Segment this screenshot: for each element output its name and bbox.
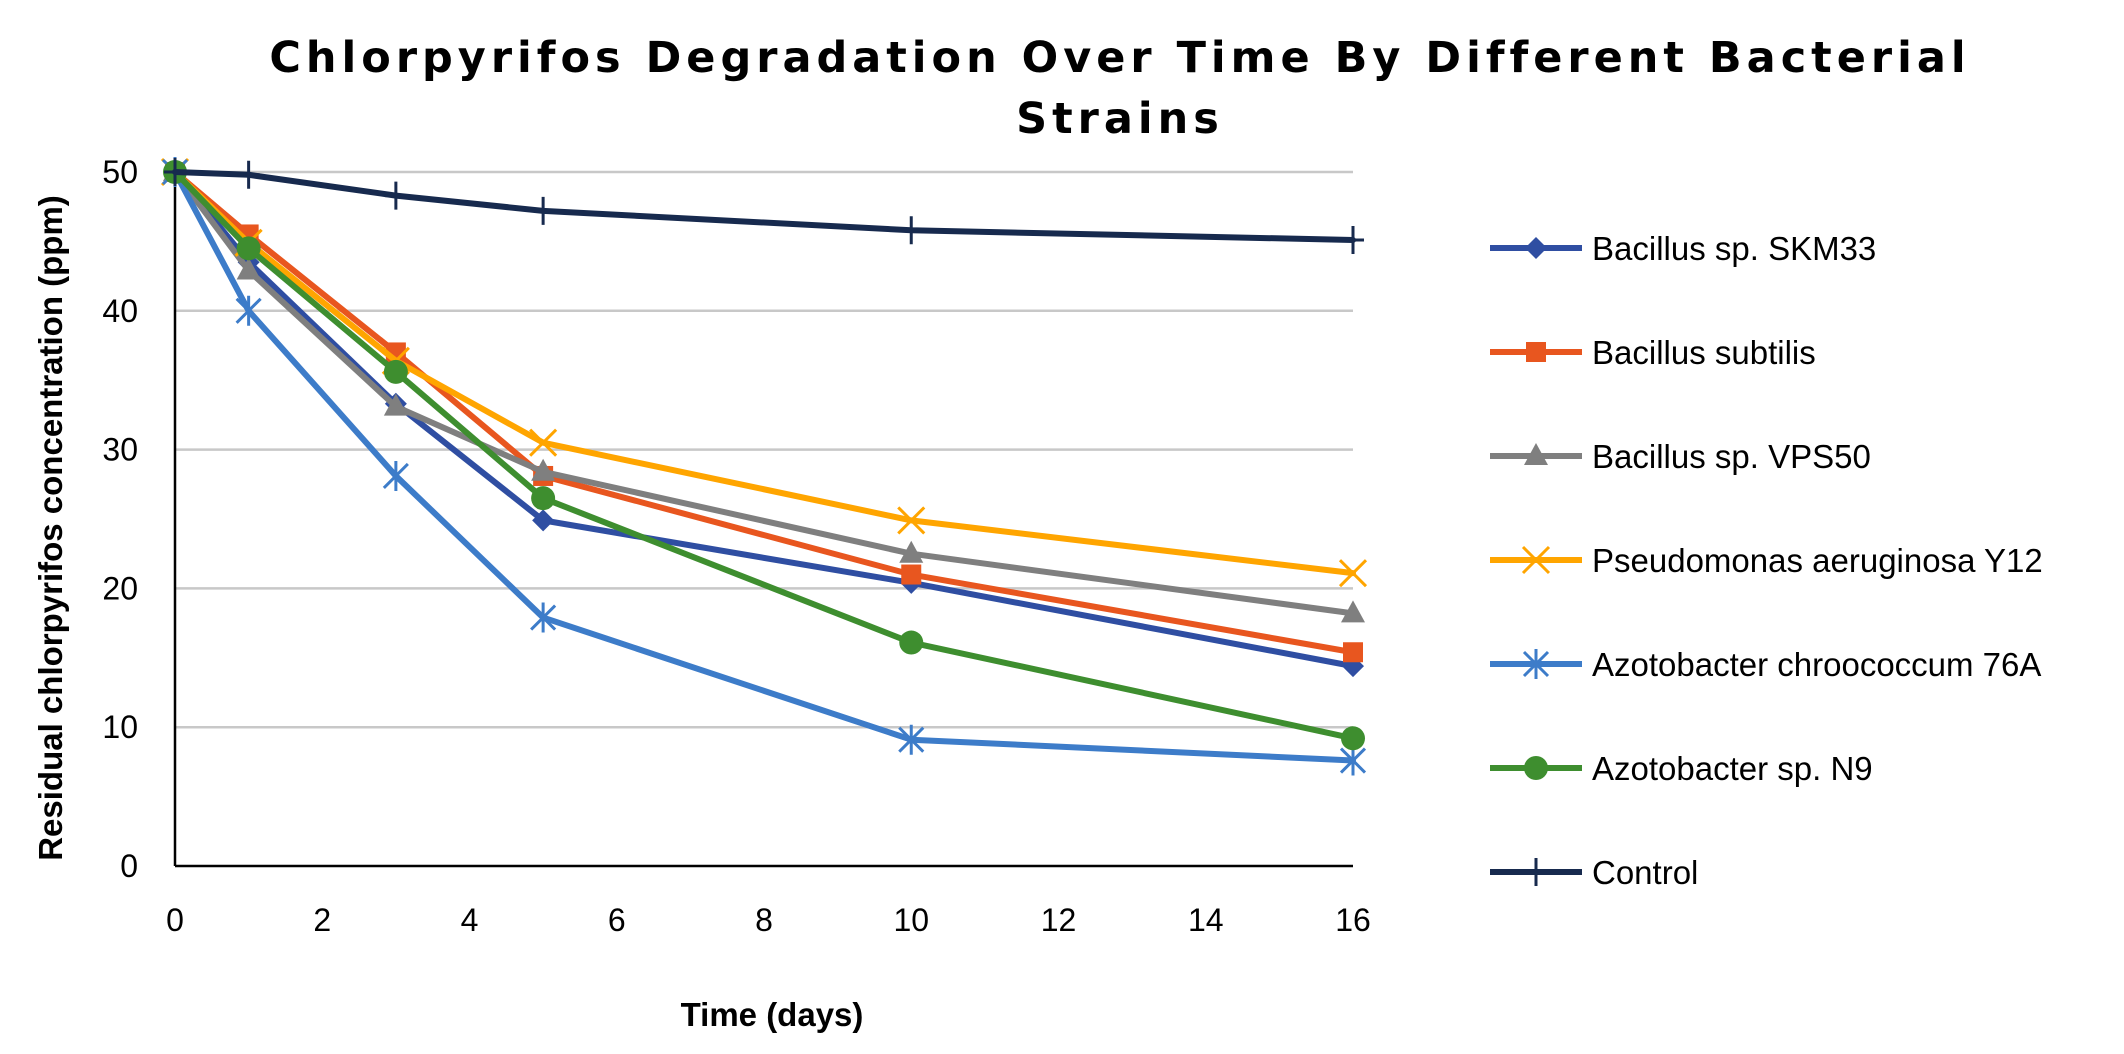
- point-azotobacter-chroococcum-76a-5: [530, 602, 557, 633]
- point-bacillus-sp-vps50-3: [383, 393, 408, 416]
- legend-marker-bacillus-subtilis: [1526, 342, 1546, 362]
- legend-marker-azotobacter-chroococcum-76a: [1522, 649, 1550, 679]
- chart-title-line-1: Chlorpyrifos Degradation Over Time By Di…: [269, 33, 1970, 83]
- point-azotobacter-chroococcum-76a-16: [1339, 745, 1367, 776]
- point-azotobacter-chroococcum-76a-10: [898, 724, 925, 755]
- legend-item-bacillus-sp-vps50: Bacillus sp. VPS50: [1490, 438, 1871, 475]
- point-azotobacter-sp-n9-10: [899, 630, 924, 655]
- point-azotobacter-chroococcum-76a-1: [235, 295, 262, 326]
- series-line-bacillus-subtilis: [172, 169, 1356, 656]
- point-azotobacter-chroococcum-76a-3: [382, 460, 409, 491]
- legend-label-azotobacter-chroococcum-76a: Azotobacter chroococcum 76A: [1592, 646, 2041, 683]
- x-tick-2: 2: [313, 902, 331, 938]
- x-tick-labels: 0 2 4 6 8 10 12 14 16: [166, 902, 1371, 938]
- y-tick-40: 40: [102, 293, 138, 329]
- series-line-azotobacter-sp-n9: [172, 169, 1356, 742]
- legend-item-control: Control: [1490, 854, 1698, 891]
- legend-label-bacillus-sp-skm33: Bacillus sp. SKM33: [1592, 230, 1876, 267]
- legend-item-bacillus-sp-skm33: Bacillus sp. SKM33: [1490, 230, 1876, 267]
- series-azotobacter-sp-n9: [163, 160, 1365, 751]
- legend-label-bacillus-subtilis: Bacillus subtilis: [1592, 334, 1816, 371]
- legend-label-pseudomonas-aeruginosa-y12: Pseudomonas aeruginosa Y12: [1592, 542, 2043, 579]
- point-azotobacter-sp-n9-5: [531, 486, 556, 511]
- x-tick-6: 6: [608, 902, 626, 938]
- y-tick-10: 10: [102, 709, 138, 745]
- point-bacillus-sp-vps50-16: [1341, 600, 1365, 623]
- series-azotobacter-chroococcum-76a: [161, 157, 1367, 776]
- legend-marker-bacillus-sp-skm33: [1525, 237, 1547, 259]
- axes: [173, 172, 1353, 868]
- x-axis-label: Time (days): [681, 996, 864, 1033]
- gridlines: [175, 170, 1353, 729]
- point-control-16: [1342, 226, 1364, 255]
- point-bacillus-subtilis-10: [901, 564, 922, 585]
- legend-marker-bacillus-sp-vps50: [1524, 443, 1548, 465]
- y-tick-labels: 0 10 20 30 40 50: [102, 154, 138, 884]
- point-control-0: [164, 158, 186, 186]
- y-tick-0: 0: [120, 848, 138, 884]
- legend-label-azotobacter-sp-n9: Azotobacter sp. N9: [1592, 750, 1873, 787]
- point-bacillus-sp-vps50-10: [899, 540, 924, 563]
- point-control-5: [532, 196, 555, 225]
- point-bacillus-sp-skm33-5: [532, 509, 555, 532]
- x-tick-8: 8: [755, 902, 773, 938]
- legend-marker-azotobacter-sp-n9: [1524, 756, 1548, 780]
- x-tick-4: 4: [461, 902, 479, 938]
- point-azotobacter-sp-n9-16: [1341, 726, 1365, 751]
- legend-label-bacillus-sp-vps50: Bacillus sp. VPS50: [1592, 438, 1871, 475]
- y-axis-label: Residual chlorpyrifos concentration (ppm…: [32, 195, 69, 861]
- point-control-1: [237, 160, 260, 189]
- series-line-pseudomonas-aeruginosa-y12: [172, 169, 1356, 577]
- chart-title-line-2: Strains: [1016, 94, 1224, 144]
- x-tick-16: 16: [1335, 902, 1371, 938]
- point-azotobacter-sp-n9-3: [383, 359, 408, 384]
- legend-item-pseudomonas-aeruginosa-y12: Pseudomonas aeruginosa Y12: [1490, 542, 2043, 579]
- x-tick-14: 14: [1188, 902, 1224, 938]
- point-azotobacter-sp-n9-1: [236, 236, 261, 261]
- y-tick-50: 50: [102, 154, 138, 190]
- legend-marker-pseudomonas-aeruginosa-y12: [1521, 545, 1551, 575]
- legend-item-azotobacter-chroococcum-76a: Azotobacter chroococcum 76A: [1490, 646, 2041, 683]
- point-bacillus-subtilis-16: [1343, 642, 1363, 663]
- legend-label-control: Control: [1592, 854, 1698, 891]
- point-control-10: [900, 216, 923, 245]
- legend-item-bacillus-subtilis: Bacillus subtilis: [1490, 334, 1816, 371]
- x-tick-0: 0: [166, 902, 184, 938]
- legend-item-azotobacter-sp-n9: Azotobacter sp. N9: [1490, 750, 1873, 787]
- point-bacillus-sp-vps50-5: [531, 458, 556, 481]
- series-line-control: [172, 169, 1356, 244]
- point-pseudomonas-aeruginosa-y12-10: [897, 506, 926, 535]
- x-tick-12: 12: [1041, 902, 1077, 938]
- legend: Bacillus sp. SKM33 Bacillus subtilis Bacil…: [1490, 230, 2043, 891]
- series-control: [164, 158, 1364, 255]
- legend-marker-control: [1525, 858, 1547, 886]
- x-tick-10: 10: [893, 902, 929, 938]
- series-line-azotobacter-chroococcum-76a: [172, 169, 1356, 764]
- series-lines: [160, 157, 1368, 776]
- y-tick-20: 20: [102, 570, 138, 606]
- point-pseudomonas-aeruginosa-y12-16: [1338, 559, 1368, 588]
- point-control-3: [384, 181, 407, 210]
- series-line-bacillus-sp-skm33: [172, 169, 1356, 670]
- point-bacillus-sp-vps50-1: [236, 257, 261, 280]
- y-tick-30: 30: [102, 432, 138, 468]
- point-pseudomonas-aeruginosa-y12-5: [529, 428, 558, 457]
